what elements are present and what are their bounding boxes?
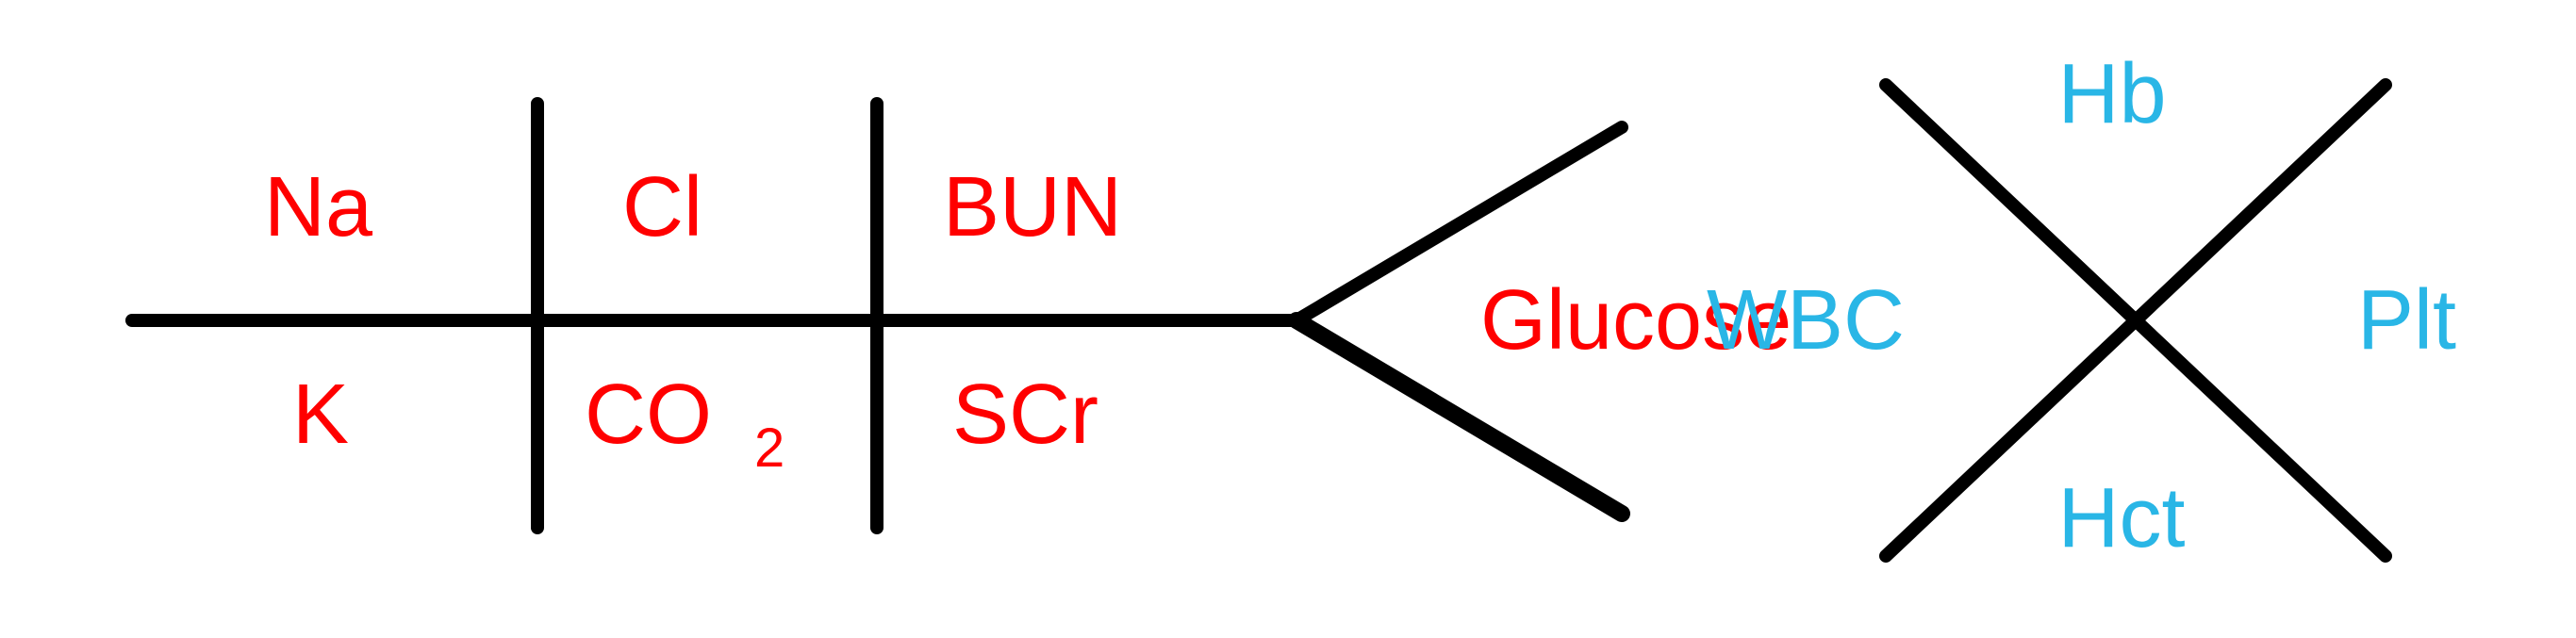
bmp-label-bun: BUN	[943, 160, 1122, 254]
bmp-label-k: K	[292, 368, 349, 462]
cbc-label-hb: Hb	[2057, 47, 2166, 141]
bmp-label-co2-sub: 2	[754, 417, 784, 479]
cbc-label-wbc: WBC	[1707, 273, 1905, 368]
cbc-label-plt: Plt	[2357, 273, 2456, 368]
bmp-label-scr: SCr	[952, 368, 1098, 462]
bmp-label-co2: CO	[585, 368, 712, 462]
bmp-label-na: Na	[264, 160, 373, 254]
cbc-label-hct: Hct	[2058, 471, 2186, 565]
bmp-label-cl: Cl	[622, 160, 702, 254]
